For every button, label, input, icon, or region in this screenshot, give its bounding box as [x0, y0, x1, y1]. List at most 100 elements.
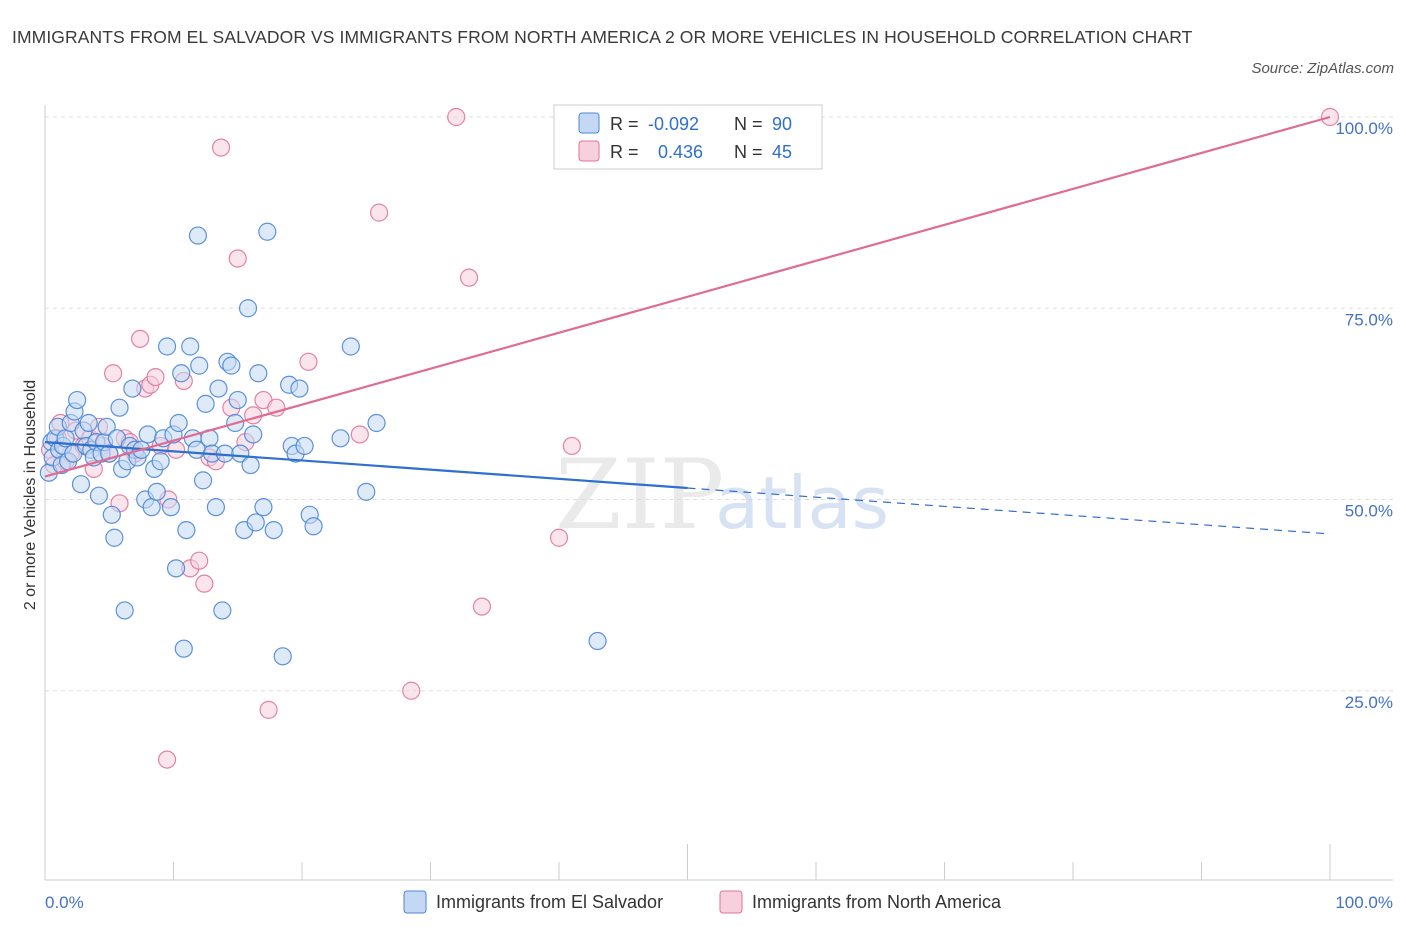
point-el-salvador: [161, 498, 181, 517]
legend-label-el-salvador: Immigrants from El Salvador: [436, 892, 663, 912]
point-north-america: [350, 425, 369, 444]
axes: [44, 105, 1393, 881]
point-north-america: [370, 203, 389, 222]
stats-n-label-1: N =: [734, 114, 763, 134]
point-el-salvador: [231, 444, 250, 463]
point-north-america: [459, 268, 479, 287]
point-north-america: [228, 249, 247, 268]
y-tick-label: 50.0%: [1345, 502, 1393, 521]
point-el-salvador: [97, 417, 116, 436]
point-north-america: [157, 750, 177, 769]
point-el-salvador: [147, 482, 166, 501]
x-tick-labels: 0.0% 100.0%: [45, 893, 1393, 912]
trend-line-el-salvador-extension: [687, 487, 1331, 535]
trend-line-north-america: [44, 115, 1331, 478]
point-north-america: [244, 406, 263, 425]
point-el-salvador: [273, 647, 292, 666]
x-tick-label: 0.0%: [45, 893, 84, 912]
x-tick-label: 100.0%: [1335, 893, 1393, 912]
point-north-america: [190, 551, 209, 570]
point-el-salvador: [89, 486, 109, 505]
point-el-salvador: [241, 455, 260, 475]
point-el-salvador: [177, 520, 196, 540]
point-el-salvador: [151, 452, 170, 471]
stats-n-label-2: N =: [734, 142, 763, 162]
point-el-salvador: [169, 413, 188, 433]
chart-source: Source: ZipAtlas.com: [1251, 60, 1394, 77]
point-north-america: [146, 368, 165, 387]
point-el-salvador: [222, 356, 241, 375]
point-el-salvador: [341, 337, 360, 356]
point-el-salvador: [174, 639, 193, 658]
point-el-salvador: [213, 601, 232, 620]
point-el-salvador: [249, 364, 268, 383]
legend-swatch-el-salvador: [403, 890, 427, 914]
point-el-salvador: [254, 498, 273, 517]
point-el-salvador: [331, 429, 350, 448]
watermark-zip: ZIP: [555, 439, 724, 551]
point-el-salvador: [295, 436, 314, 456]
point-el-salvador: [244, 425, 263, 444]
point-el-salvador: [357, 482, 376, 501]
stats-swatch-pink: [578, 140, 600, 162]
point-el-salvador: [105, 528, 124, 547]
point-el-salvador: [123, 379, 142, 398]
y-tick-label: 25.0%: [1345, 693, 1393, 712]
point-north-america: [472, 597, 491, 616]
stats-swatch-blue: [578, 112, 600, 134]
point-north-america: [299, 352, 318, 371]
point-north-america: [195, 574, 214, 593]
legend-label-north-america: Immigrants from North America: [752, 892, 1002, 912]
point-el-salvador: [246, 513, 265, 532]
gridlines: [45, 116, 1393, 692]
point-el-salvador: [367, 413, 386, 433]
point-north-america: [562, 436, 581, 456]
point-north-america: [447, 107, 466, 127]
point-el-salvador: [142, 498, 161, 517]
point-el-salvador: [290, 379, 309, 398]
y-tick-label: 75.0%: [1345, 310, 1393, 329]
stats-r-label-2: R =: [610, 142, 639, 162]
point-el-salvador: [196, 394, 215, 413]
point-el-salvador: [588, 631, 607, 651]
point-el-salvador: [206, 498, 226, 517]
point-el-salvador: [79, 413, 98, 433]
point-el-salvador: [238, 299, 258, 318]
point-north-america: [549, 528, 569, 547]
point-north-america: [259, 700, 278, 719]
chart-title: IMMIGRANTS FROM EL SALVADOR VS IMMIGRANT…: [12, 27, 1193, 47]
y-axis-label: 2 or more Vehicles in Household: [22, 380, 39, 610]
y-tick-labels: 25.0% 50.0% 75.0% 100.0%: [1335, 119, 1393, 712]
point-el-salvador: [193, 471, 213, 490]
point-el-salvador: [71, 475, 91, 494]
trend-line-el-salvador: [44, 441, 688, 490]
data-points: [39, 107, 1340, 769]
stats-legend: R = -0.092 N = 90 R = 0.436 N = 45: [553, 104, 823, 170]
trend-lines: [44, 115, 1331, 535]
stats-r-value-1: -0.092: [648, 114, 699, 134]
point-north-america: [402, 681, 421, 700]
point-el-salvador: [138, 425, 157, 444]
point-el-salvador: [209, 379, 228, 398]
point-el-salvador: [190, 356, 209, 375]
point-north-america: [104, 364, 123, 383]
y-tick-label: 100.0%: [1335, 119, 1393, 138]
point-el-salvador: [102, 505, 121, 524]
point-el-salvador: [166, 559, 186, 578]
stats-n-value-1: 90: [772, 114, 792, 134]
point-el-salvador: [68, 390, 87, 410]
series-legend: Immigrants from El Salvador Immigrants f…: [403, 890, 1002, 914]
watermark-atlas: atlas: [715, 461, 889, 545]
point-el-salvador: [188, 226, 208, 245]
point-el-salvador: [172, 364, 191, 383]
legend-swatch-north-america: [719, 890, 743, 914]
stats-r-value-2: 0.436: [658, 142, 703, 162]
point-el-salvador: [304, 517, 323, 536]
point-el-salvador: [228, 390, 247, 410]
point-north-america: [130, 329, 150, 348]
watermark: ZIP atlas: [555, 439, 889, 551]
stats-n-value-2: 45: [772, 142, 792, 162]
point-el-salvador: [115, 601, 134, 620]
point-el-salvador: [181, 337, 200, 356]
